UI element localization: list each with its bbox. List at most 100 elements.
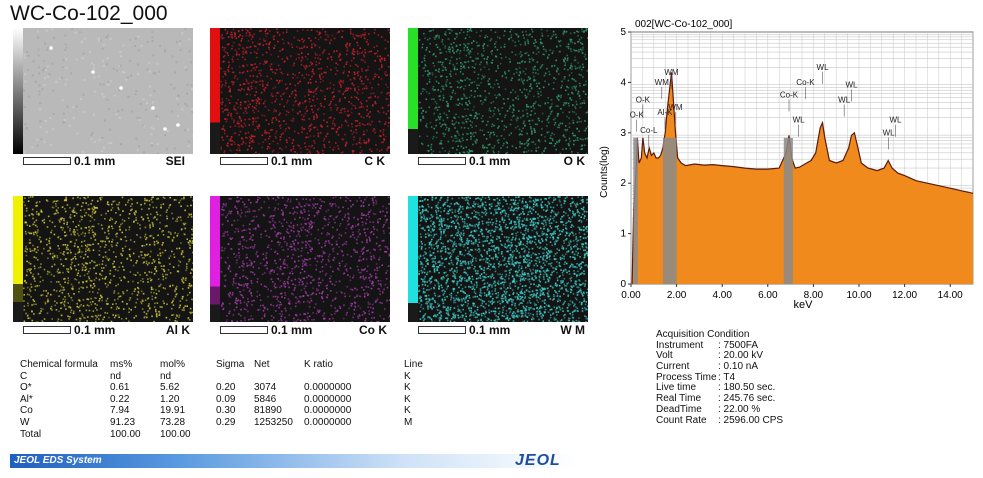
peak-label: WL [793,116,806,125]
x-tick-label: 6.00 [758,290,778,301]
cell: nd [160,370,172,382]
col-header: Chemical formula [20,359,98,370]
cell: K [404,393,411,405]
table-row: W 91.23 73.28 0.29 1253250 0.0000000 M [20,417,429,429]
cell: 5846 [254,393,277,405]
acq-value: : 22.00 % [718,403,761,415]
page-title: WC-Co-102_000 [10,2,168,25]
acq-row: Live time : 180.50 sec. [656,383,783,394]
cell: K [404,382,411,394]
cell: 100.00 [160,428,191,440]
map-sei [13,28,193,154]
map-swatch [210,28,220,154]
x-tick-label: 0.00 [621,290,641,301]
x-tick-label: 4.00 [712,290,732,301]
map-c-k [210,28,390,154]
cell [254,429,304,441]
peak-label: WL [883,128,896,137]
y-tick-label: 2 [620,178,626,189]
map-label: C K [364,154,385,168]
map-label: SEI [165,154,185,168]
map-al-k [13,196,193,322]
y-tick-label: 4 [620,77,626,88]
cell: 91.23 [110,416,136,428]
col-header: ms% [110,359,133,370]
cell: 81890 [254,405,282,417]
acq-value: : T4 [718,371,736,383]
map-label: W M [560,323,585,337]
acquisition-panel: Acquisition Condition Instrument: 7500FA… [656,329,784,426]
sei-image [23,28,193,154]
acq-row: Current: 0.10 nA [656,361,783,373]
cell: 0.30 [216,405,236,417]
cell: O* [20,382,32,394]
scale-bar [418,157,466,165]
cell: 0.09 [216,393,236,405]
acq-row: Volt: 20.00 kV [656,351,783,362]
cell: 0.20 [216,382,236,394]
acq-row: DeadTime : 22.00 % [656,403,783,416]
acq-row: Instrument: 7500FA [656,340,783,352]
map-swatch [13,28,23,154]
col-header: Net [254,359,270,370]
peak-label: WM [668,103,683,112]
chart-title: 002[WC-Co-102_000] [635,19,732,30]
table-row: Co 7.94 19.91 0.30 81890 0.0000000 K [20,405,429,417]
cell [404,429,429,441]
scale-text: 0.1 mm [469,154,511,168]
spectrum-chart: 002[WC-Co-102_000] Counts(log) keV WMWMO… [599,19,974,311]
cell: Al* [20,393,33,405]
peak-label: O-K [630,111,645,120]
roi-band [662,137,677,284]
scale-text: 0.1 mm [74,154,116,168]
peak-label: WL [845,80,858,89]
x-axis-label: keV [794,299,814,311]
col-header: K ratio [304,359,333,370]
acq-value: : 2596.00 CPS [718,414,784,426]
peak-label: WL [889,116,902,125]
table-row: Al* 0.22 1.20 0.09 5846 0.0000000 K [20,394,429,406]
table-row: Total 100.00 100.00 [20,429,429,441]
cell: 7.94 [110,405,130,417]
map-o-k [408,28,588,154]
cell: 0.0000000 [304,393,352,405]
acq-key: Process Time [656,371,717,383]
cell: 0.0000000 [304,416,352,428]
cell [254,371,304,383]
map-swatch [210,196,220,322]
cell: 0.22 [110,393,130,405]
roi-band [783,137,793,284]
cell: 1253250 [254,416,293,428]
cell [216,371,254,383]
map-w-m [408,196,588,322]
peak-label: Al-K [657,108,673,117]
y-tick-label: 5 [620,27,626,38]
c-k-map-image [220,28,390,154]
cell: Co [20,405,33,417]
cell: 0.29 [216,416,236,428]
x-tick-label: 14.00 [938,290,963,301]
quant-table: Chemical formula ms% mol% Sigma Net K ra… [20,359,429,440]
col-header: Line [404,359,423,370]
map-label: Co K [359,323,387,337]
scale-bar [23,157,71,165]
acq-key: DeadTime [656,403,702,415]
cell: W [20,416,30,428]
peak-label: WM [655,78,670,87]
map-label: Al K [166,323,190,337]
acq-key: Live time [656,382,697,394]
table-row: O* 0.61 5.62 0.20 3074 0.0000000 K [20,382,429,394]
cell: 73.28 [160,416,186,428]
cell: 3074 [254,382,277,394]
cell: M [404,416,413,428]
x-tick-label: 12.00 [892,290,917,301]
spectrum-area [632,72,973,284]
scale-text: 0.1 mm [271,323,313,337]
y-tick-label: 1 [620,229,626,240]
x-tick-label: 2.00 [667,290,687,301]
map-co-k [210,196,390,322]
acq-key: Real Time [656,393,702,405]
col-header: Sigma [216,359,245,370]
map-swatch [408,196,418,322]
acq-value: : 180.50 sec. [718,382,776,394]
